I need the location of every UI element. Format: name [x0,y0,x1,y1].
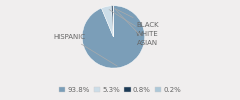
Wedge shape [112,6,114,37]
Wedge shape [113,6,114,37]
Wedge shape [82,6,144,68]
Text: HISPANIC: HISPANIC [54,34,117,66]
Wedge shape [102,6,114,37]
Text: ASIAN: ASIAN [115,9,159,46]
Text: BLACK: BLACK [115,9,159,28]
Legend: 93.8%, 5.3%, 0.8%, 0.2%: 93.8%, 5.3%, 0.8%, 0.2% [56,84,184,96]
Text: WHITE: WHITE [109,10,159,37]
